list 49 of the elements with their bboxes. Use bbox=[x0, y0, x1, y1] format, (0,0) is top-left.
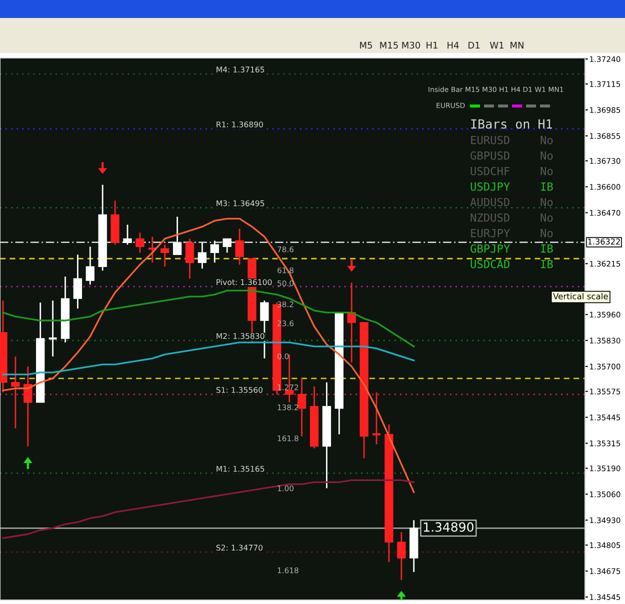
ref-line-label: 1.34890 bbox=[424, 522, 474, 532]
text: AUDUSD bbox=[470, 198, 510, 206]
text: IB bbox=[541, 260, 553, 268]
text: H4 bbox=[448, 42, 459, 48]
text: D1 bbox=[468, 42, 480, 48]
candlestick bbox=[198, 242, 207, 270]
candlestick bbox=[123, 224, 132, 246]
text: IB bbox=[541, 244, 553, 253]
text: M5 bbox=[360, 42, 372, 49]
line-series bbox=[2, 479, 415, 539]
text: USDCAD bbox=[470, 260, 510, 268]
text: Vertical scale bbox=[553, 292, 608, 300]
text: IB bbox=[541, 182, 553, 191]
candlestick bbox=[397, 531, 406, 581]
text: H1 bbox=[426, 42, 438, 48]
line-series bbox=[2, 290, 415, 348]
text: No bbox=[540, 213, 553, 222]
line-series bbox=[2, 342, 415, 376]
candlestick bbox=[160, 244, 170, 268]
candlestick bbox=[297, 378, 306, 437]
text: No bbox=[540, 166, 553, 176]
text: GBPJPY bbox=[470, 244, 510, 253]
text: No bbox=[540, 198, 553, 206]
candlestick bbox=[86, 246, 94, 286]
candlestick bbox=[11, 356, 20, 430]
text: No bbox=[540, 228, 553, 238]
text: MN bbox=[510, 42, 524, 48]
candlestick bbox=[185, 238, 194, 280]
text: IBars on H1 bbox=[471, 119, 552, 129]
text: M15 bbox=[380, 42, 398, 49]
candlestick bbox=[222, 238, 232, 254]
text: EURUSD bbox=[471, 136, 510, 144]
candlestick bbox=[136, 232, 144, 254]
candlestick bbox=[172, 216, 182, 256]
candlestick bbox=[73, 254, 82, 310]
text: No bbox=[540, 151, 553, 160]
text: M30 bbox=[402, 42, 420, 49]
text: GBPUSD bbox=[470, 151, 510, 160]
text: NZDUSD bbox=[470, 213, 510, 222]
ref-line-label: 1.36322 bbox=[588, 238, 620, 245]
candlestick bbox=[210, 240, 219, 264]
text: USDCHF bbox=[470, 166, 510, 176]
candlestick bbox=[48, 300, 58, 358]
candlestick bbox=[235, 228, 244, 266]
text: No bbox=[540, 136, 553, 144]
text: USDJPY bbox=[470, 182, 510, 191]
line-series bbox=[2, 218, 415, 494]
text: EURJPY bbox=[471, 228, 510, 238]
text: W1 bbox=[490, 42, 504, 48]
